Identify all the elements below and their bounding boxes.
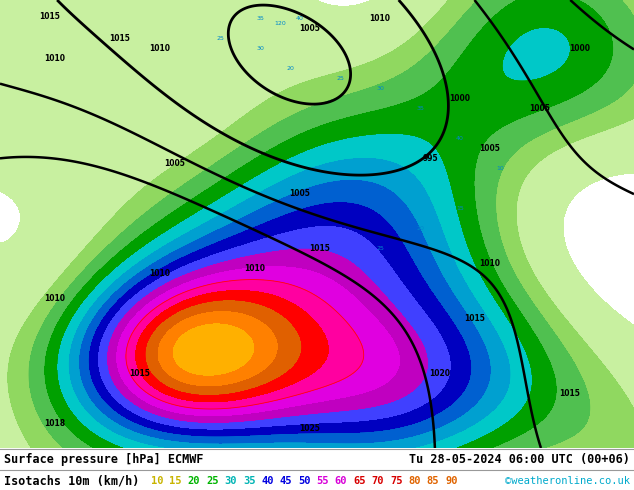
Text: 80: 80	[408, 476, 421, 486]
Text: 60: 60	[335, 476, 347, 486]
Text: 40: 40	[261, 476, 274, 486]
Text: 1015: 1015	[465, 314, 486, 322]
Text: Surface pressure [hPa] ECMWF: Surface pressure [hPa] ECMWF	[4, 453, 204, 466]
Text: 20: 20	[188, 476, 200, 486]
Text: ©weatheronline.co.uk: ©weatheronline.co.uk	[505, 476, 630, 486]
Text: 1005: 1005	[290, 189, 311, 197]
Text: 1015: 1015	[110, 33, 131, 43]
Text: 1010: 1010	[479, 259, 500, 268]
Text: 20: 20	[416, 225, 424, 230]
Text: 90: 90	[445, 476, 458, 486]
Text: 85: 85	[427, 476, 439, 486]
Text: 25: 25	[376, 245, 384, 250]
Text: 1010: 1010	[44, 294, 65, 302]
Text: 20: 20	[286, 66, 294, 71]
Text: 1015: 1015	[560, 389, 581, 397]
Text: 65: 65	[353, 476, 366, 486]
Text: 1005: 1005	[529, 103, 550, 113]
Text: 30: 30	[256, 46, 264, 50]
Text: 10: 10	[496, 166, 504, 171]
Text: 995: 995	[422, 153, 438, 163]
Text: 10: 10	[151, 476, 164, 486]
Text: 1015: 1015	[129, 368, 150, 377]
Text: 1015: 1015	[309, 244, 330, 252]
Text: 1005: 1005	[299, 24, 320, 32]
Text: 25: 25	[336, 75, 344, 80]
Text: 50: 50	[298, 476, 311, 486]
Text: 40: 40	[296, 16, 304, 21]
Text: 75: 75	[390, 476, 403, 486]
Text: 1010: 1010	[245, 264, 266, 272]
Text: 15: 15	[456, 205, 464, 211]
Text: 1010: 1010	[370, 14, 391, 23]
Text: 35: 35	[416, 105, 424, 111]
Text: 15: 15	[169, 476, 182, 486]
Text: 35: 35	[243, 476, 256, 486]
Text: 1018: 1018	[44, 418, 65, 427]
Text: 120: 120	[274, 21, 286, 25]
Text: 1000: 1000	[569, 44, 590, 52]
Text: Isotachs 10m (km/h): Isotachs 10m (km/h)	[4, 474, 139, 487]
Text: 55: 55	[316, 476, 329, 486]
Text: 25: 25	[206, 476, 219, 486]
Text: 40: 40	[456, 136, 464, 141]
Text: 25: 25	[216, 35, 224, 41]
Text: 30: 30	[376, 85, 384, 91]
Text: 1005: 1005	[165, 158, 185, 168]
Text: 70: 70	[372, 476, 384, 486]
Text: 1015: 1015	[39, 11, 60, 21]
Text: 1020: 1020	[429, 368, 451, 377]
Text: 1005: 1005	[479, 144, 500, 152]
Text: 1010: 1010	[150, 44, 171, 52]
Text: 30: 30	[224, 476, 237, 486]
Text: 1010: 1010	[150, 269, 171, 277]
Text: 1010: 1010	[44, 53, 65, 63]
Text: 45: 45	[280, 476, 292, 486]
Text: Tu 28-05-2024 06:00 UTC (00+06): Tu 28-05-2024 06:00 UTC (00+06)	[410, 453, 630, 466]
Text: 1000: 1000	[450, 94, 470, 102]
Text: 35: 35	[256, 16, 264, 21]
Text: 1025: 1025	[299, 423, 320, 433]
